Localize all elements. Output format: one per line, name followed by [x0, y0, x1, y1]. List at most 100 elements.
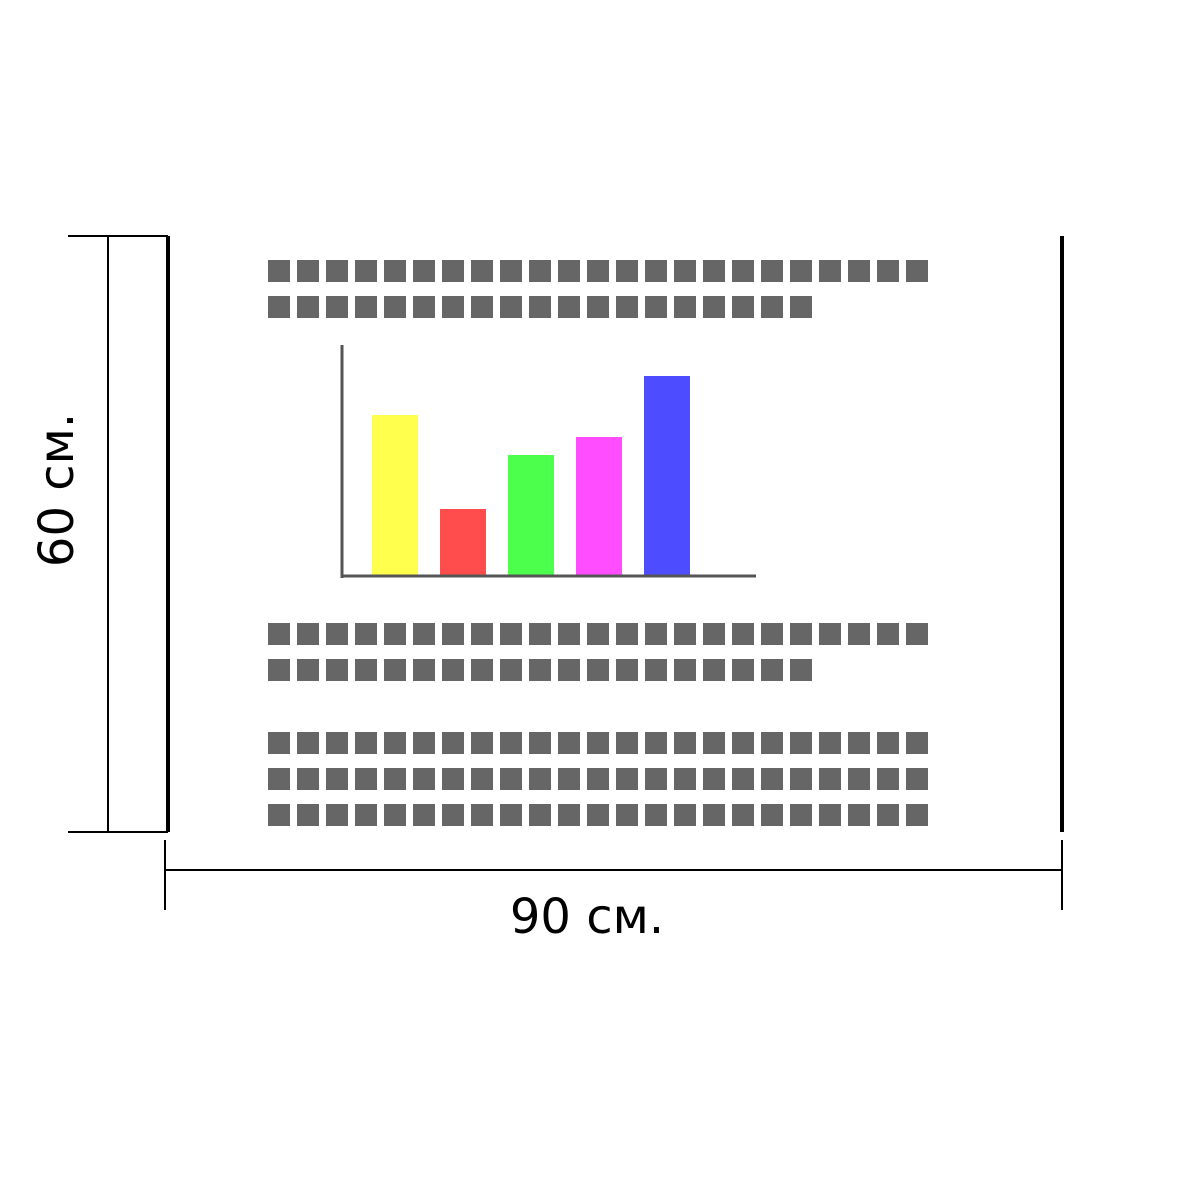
placeholder-square: [906, 260, 928, 282]
placeholder-square: [384, 623, 406, 645]
placeholder-square: [413, 768, 435, 790]
placeholder-square: [297, 260, 319, 282]
placeholder-square: [848, 623, 870, 645]
placeholder-square: [471, 659, 493, 681]
placeholder-square: [790, 623, 812, 645]
placeholder-square: [645, 732, 667, 754]
placeholder-square: [587, 659, 609, 681]
placeholder-square: [645, 296, 667, 318]
placeholder-square: [674, 732, 696, 754]
placeholder-square: [703, 296, 725, 318]
text-placeholder: [268, 260, 928, 826]
height-label: 60 см.: [29, 413, 85, 567]
icon-bar: [644, 376, 690, 576]
placeholder-square: [587, 768, 609, 790]
placeholder-square: [732, 768, 754, 790]
placeholder-square: [790, 296, 812, 318]
placeholder-square: [558, 732, 580, 754]
placeholder-square: [558, 296, 580, 318]
placeholder-square: [616, 732, 638, 754]
icon-bar: [440, 509, 486, 576]
placeholder-square: [413, 804, 435, 826]
placeholder-square: [384, 659, 406, 681]
placeholder-square: [442, 732, 464, 754]
placeholder-square: [268, 804, 290, 826]
placeholder-square: [529, 732, 551, 754]
placeholder-square: [761, 296, 783, 318]
placeholder-square: [616, 623, 638, 645]
placeholder-square: [413, 260, 435, 282]
placeholder-square: [471, 804, 493, 826]
placeholder-square: [819, 732, 841, 754]
placeholder-square: [297, 768, 319, 790]
placeholder-square: [732, 296, 754, 318]
placeholder-square: [790, 768, 812, 790]
placeholder-square: [297, 659, 319, 681]
placeholder-square: [442, 623, 464, 645]
placeholder-square: [703, 659, 725, 681]
placeholder-square: [703, 804, 725, 826]
placeholder-square: [877, 623, 899, 645]
placeholder-square: [268, 768, 290, 790]
placeholder-square: [326, 659, 348, 681]
placeholder-square: [268, 732, 290, 754]
placeholder-square: [471, 296, 493, 318]
placeholder-square: [790, 659, 812, 681]
placeholder-square: [558, 804, 580, 826]
banner-edges: [166, 236, 1064, 832]
icon-bar: [576, 437, 622, 576]
placeholder-square: [761, 768, 783, 790]
placeholder-square: [297, 296, 319, 318]
placeholder-square: [819, 260, 841, 282]
placeholder-square: [326, 623, 348, 645]
placeholder-square: [674, 623, 696, 645]
placeholder-square: [268, 659, 290, 681]
placeholder-square: [616, 768, 638, 790]
placeholder-square: [413, 296, 435, 318]
placeholder-square: [674, 296, 696, 318]
placeholder-square: [645, 804, 667, 826]
placeholder-square: [355, 623, 377, 645]
placeholder-square: [761, 623, 783, 645]
width-label: 90 см.: [510, 889, 664, 945]
placeholder-square: [674, 768, 696, 790]
placeholder-square: [529, 623, 551, 645]
placeholder-square: [645, 768, 667, 790]
placeholder-square: [732, 260, 754, 282]
placeholder-square: [703, 260, 725, 282]
placeholder-square: [558, 659, 580, 681]
placeholder-square: [384, 768, 406, 790]
placeholder-square: [471, 768, 493, 790]
placeholder-square: [500, 659, 522, 681]
placeholder-square: [703, 623, 725, 645]
placeholder-square: [674, 260, 696, 282]
placeholder-square: [558, 623, 580, 645]
placeholder-square: [819, 804, 841, 826]
placeholder-square: [529, 260, 551, 282]
placeholder-square: [790, 732, 812, 754]
placeholder-square: [413, 623, 435, 645]
placeholder-square: [413, 659, 435, 681]
placeholder-square: [732, 732, 754, 754]
placeholder-square: [384, 804, 406, 826]
placeholder-square: [326, 732, 348, 754]
placeholder-square: [500, 732, 522, 754]
placeholder-square: [906, 732, 928, 754]
placeholder-square: [529, 768, 551, 790]
placeholder-square: [268, 623, 290, 645]
placeholder-square: [732, 804, 754, 826]
placeholder-square: [616, 296, 638, 318]
placeholder-square: [732, 623, 754, 645]
placeholder-square: [877, 732, 899, 754]
placeholder-square: [616, 659, 638, 681]
placeholder-square: [471, 260, 493, 282]
placeholder-square: [326, 296, 348, 318]
placeholder-square: [761, 732, 783, 754]
placeholder-square: [297, 804, 319, 826]
placeholder-square: [529, 659, 551, 681]
placeholder-square: [471, 623, 493, 645]
placeholder-square: [587, 804, 609, 826]
placeholder-square: [297, 623, 319, 645]
